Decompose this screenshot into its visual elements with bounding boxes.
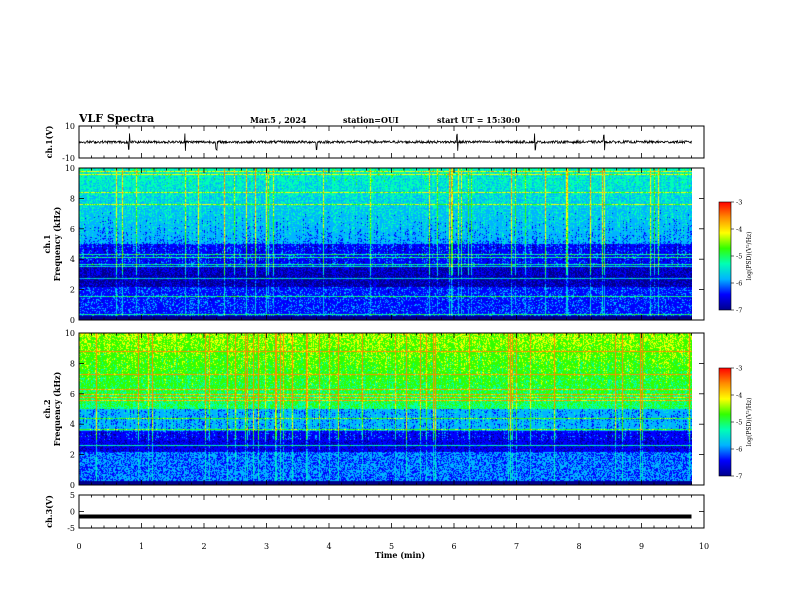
x-tick-label: 10 [699,542,709,551]
colorbar-tick-label: -5 [736,253,742,261]
colorbar-tick-label: -3 [736,365,742,373]
x-tick-label: 9 [639,542,644,551]
y-tick-label: -10 [62,154,75,163]
x-tick-label: 1 [139,542,144,551]
colorbar-label: log(PSD)(V²/Hz) [746,232,753,281]
y-tick-label: -5 [67,524,75,533]
y-tick-label: 2 [70,451,75,460]
colorbar-tick-label: -7 [736,473,742,481]
y-axis-label-frequency: Frequency (kHz) [52,371,62,446]
figure-title: VLF Spectra [79,112,155,125]
colorbar-tick-label: -7 [736,307,742,315]
y-axis-label: ch.3(V) [44,495,54,528]
y-tick-label: 5 [70,491,75,500]
station-label: station=OUI [343,115,399,125]
start-time-label: start UT = 15:30:0 [437,115,521,125]
y-tick-label: 6 [70,225,75,234]
x-tick-label: 0 [76,542,81,551]
x-tick-label: 7 [514,542,519,551]
y-tick-label: 0 [70,481,75,490]
y-tick-label: 6 [70,390,75,399]
x-tick-label: 5 [389,542,394,551]
y-tick-label: 10 [65,164,75,173]
ch2-spectrogram-image [79,333,692,485]
colorbar-tick-label: -6 [736,446,742,454]
colorbar-tick-label: -6 [736,280,742,288]
x-tick-label: 6 [451,542,456,551]
colorbar-ch2-spectrogram [718,367,732,477]
y-tick-label: 8 [70,359,75,368]
x-tick-label: 4 [326,542,331,551]
y-tick-label: 2 [70,286,75,295]
ch1-waveform-line [78,133,692,152]
y-tick-label: 0 [70,316,75,325]
colorbar-ch1-spectrogram [718,201,732,311]
date-label: Mar.5 , 2024 [250,115,307,125]
y-tick-label: 10 [65,122,75,131]
colorbar-tick-label: -5 [736,419,742,427]
y-tick-label: 4 [70,420,75,429]
x-tick-label: 8 [576,542,581,551]
y-tick-label: 0 [70,508,75,517]
y-axis-label: ch.1(V) [44,125,54,158]
y-axis-label-channel: ch.2 [42,399,52,418]
x-axis-label: Time (min) [375,550,425,560]
y-tick-label: 10 [65,329,75,338]
x-tick-label: 3 [264,542,269,551]
panels-layer [78,133,692,519]
y-axis-label-channel: ch.1 [42,234,52,253]
y-tick-label: 4 [70,255,75,264]
colorbar-tick-label: -3 [736,199,742,207]
y-axis-label-frequency: Frequency (kHz) [52,206,62,281]
colorbar-tick-label: -4 [736,226,742,234]
axes-layer [78,125,734,529]
colorbar-label: log(PSD)(V²/Hz) [746,398,753,447]
x-tick-label: 2 [201,542,206,551]
ch1-spectrogram-image [79,168,692,320]
y-tick-label: 8 [70,194,75,203]
colorbar-tick-label: -4 [736,392,742,400]
